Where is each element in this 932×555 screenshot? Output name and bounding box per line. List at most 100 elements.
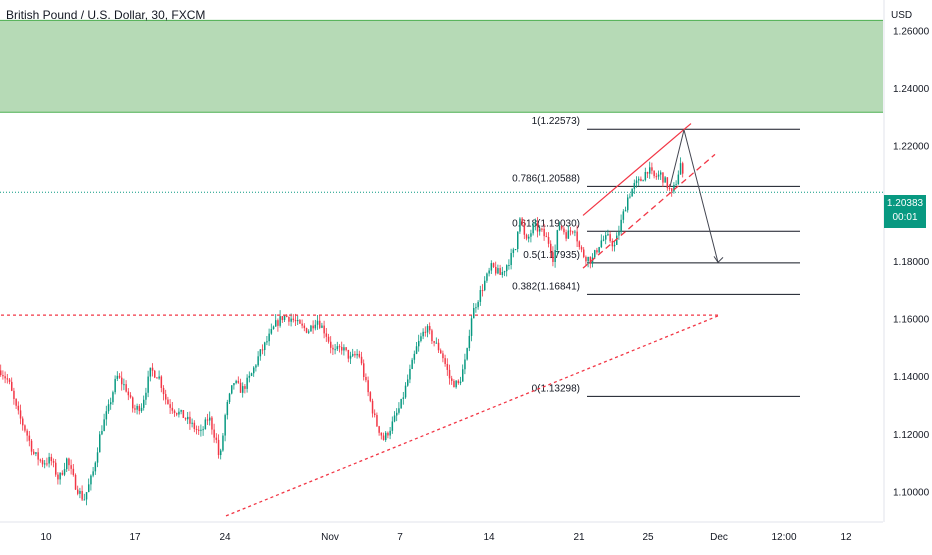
x-tick-label: Dec [710, 532, 728, 543]
last-price-value: 1.20383 [886, 198, 924, 209]
candle-body [349, 355, 352, 359]
candle-body [380, 432, 383, 436]
candle-body [222, 435, 224, 451]
candle-body [475, 307, 477, 309]
candle-body [510, 253, 512, 266]
candle-body [378, 426, 380, 433]
candle-body [180, 410, 182, 412]
candle-body [440, 350, 442, 354]
candle-body [28, 435, 31, 441]
countdown-timer: 00:01 [892, 212, 918, 223]
candle-body [376, 414, 378, 427]
candle-body [563, 228, 565, 233]
candle-body [481, 290, 484, 292]
candle-body [312, 325, 314, 329]
candle-body [292, 318, 295, 320]
candle-body [657, 174, 660, 177]
candle-body [651, 167, 653, 171]
candle-body [147, 376, 149, 393]
candle-body [605, 235, 607, 240]
candle-body [310, 325, 312, 332]
candle-body [369, 392, 372, 401]
candle-body [374, 413, 376, 415]
candle-body [422, 331, 424, 337]
candle-body [160, 376, 163, 388]
supply-zone [0, 20, 883, 113]
candle-body [462, 369, 464, 382]
candle-body [585, 256, 587, 262]
candle-body [237, 380, 240, 383]
candle-body [33, 451, 35, 454]
candle-body [631, 188, 633, 197]
candle-body [77, 489, 79, 494]
candle-body [389, 430, 391, 436]
candle-body [523, 224, 526, 235]
candle-body [143, 399, 145, 408]
candle-body [257, 356, 259, 366]
candle-body [356, 353, 358, 356]
candle-body [457, 380, 460, 384]
candle-body [325, 333, 328, 337]
projection-arrow-head [713, 256, 724, 264]
candle-body [600, 240, 603, 248]
candle-body [409, 368, 411, 380]
candle-body [332, 347, 334, 350]
candle-body [74, 474, 77, 490]
fib-level-label: 0.618(1.19030) [512, 218, 580, 229]
last-price-tag: 1.20383 00:01 [884, 195, 926, 228]
candle-body [620, 219, 622, 232]
candle-body [539, 228, 541, 232]
candle-body [532, 224, 534, 234]
candle-body [479, 290, 482, 302]
candle-body [61, 472, 64, 475]
candle-body [253, 367, 255, 374]
candle-body [26, 430, 28, 436]
candle-body [132, 397, 134, 409]
candle-body [105, 411, 108, 420]
x-tick-label: 21 [573, 532, 585, 543]
candle-body [303, 325, 306, 329]
candle-body [336, 346, 339, 350]
candle-body [534, 223, 537, 225]
ascending-support [225, 314, 721, 517]
candle-body [83, 499, 86, 501]
candle-body [596, 250, 598, 253]
candle-body [264, 342, 266, 351]
candle-body [402, 397, 405, 399]
candle-body [666, 177, 669, 189]
candle-body [178, 411, 180, 415]
y-tick-label: 1.22000 [893, 142, 930, 153]
x-tick-label: Nov [321, 532, 339, 543]
candle-body [536, 223, 539, 232]
wedge-upper [582, 123, 692, 216]
candle-body [580, 247, 583, 250]
candle-body [618, 231, 620, 236]
x-tick-label: 25 [642, 532, 654, 543]
candle-body [572, 231, 574, 233]
candle-body [8, 379, 11, 382]
candle-body [565, 232, 567, 239]
candle-body [118, 375, 121, 378]
candle-body [602, 239, 605, 241]
wedge-lower [582, 153, 716, 269]
candle-body [224, 415, 226, 436]
candle-body [426, 326, 429, 333]
candle-body [72, 468, 75, 475]
x-tick-label: 7 [397, 532, 403, 543]
candle-body [675, 184, 677, 186]
candle-body [396, 412, 398, 416]
candle-body [125, 384, 127, 392]
candle-body [112, 392, 114, 403]
candle-body [165, 394, 167, 400]
candle-body [554, 250, 556, 262]
candle-body [622, 211, 625, 220]
candle-body [217, 439, 220, 456]
candle-body [57, 474, 59, 480]
candle-body [464, 359, 466, 370]
candle-body [94, 462, 97, 472]
candle-body [193, 422, 196, 430]
candle-body [191, 422, 193, 424]
candle-body [583, 249, 585, 257]
candle-body [545, 236, 548, 238]
